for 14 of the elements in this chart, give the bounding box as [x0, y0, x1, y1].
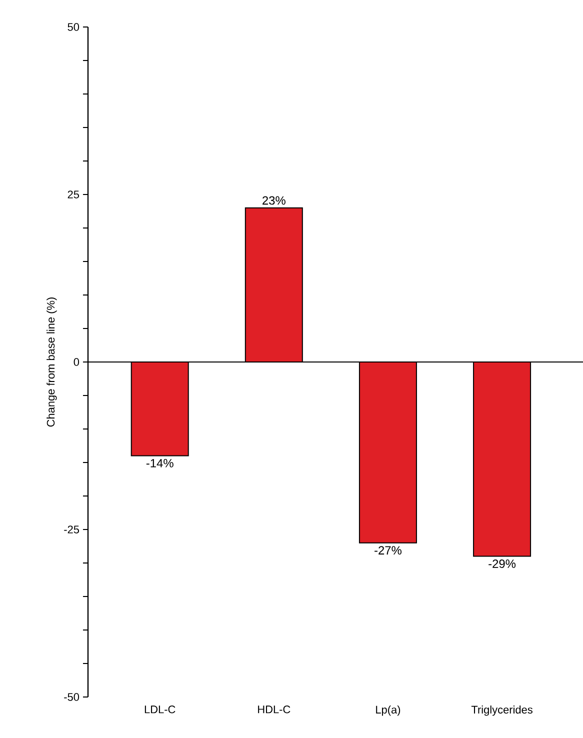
x-tick-label: HDL-C — [258, 706, 290, 714]
y-axis-title: Change from base line (%) — [46, 298, 57, 427]
y-tick-label: -25 — [64, 526, 80, 534]
data-label: 23% — [262, 196, 286, 205]
x-tick-label: Triglycerides — [471, 706, 532, 716]
y-tick-label: 50 — [68, 23, 80, 31]
x-tick-label: Lp(a) — [376, 706, 400, 716]
x-tick-label: LDL-C — [144, 706, 176, 714]
y-tick-label: 25 — [68, 190, 80, 198]
data-label: -14% — [146, 458, 174, 468]
y-tick-label: -50 — [64, 693, 80, 701]
y-tick-label: 0 — [74, 358, 80, 366]
data-label: -27% — [374, 546, 402, 555]
data-label: -29% — [488, 560, 516, 568]
